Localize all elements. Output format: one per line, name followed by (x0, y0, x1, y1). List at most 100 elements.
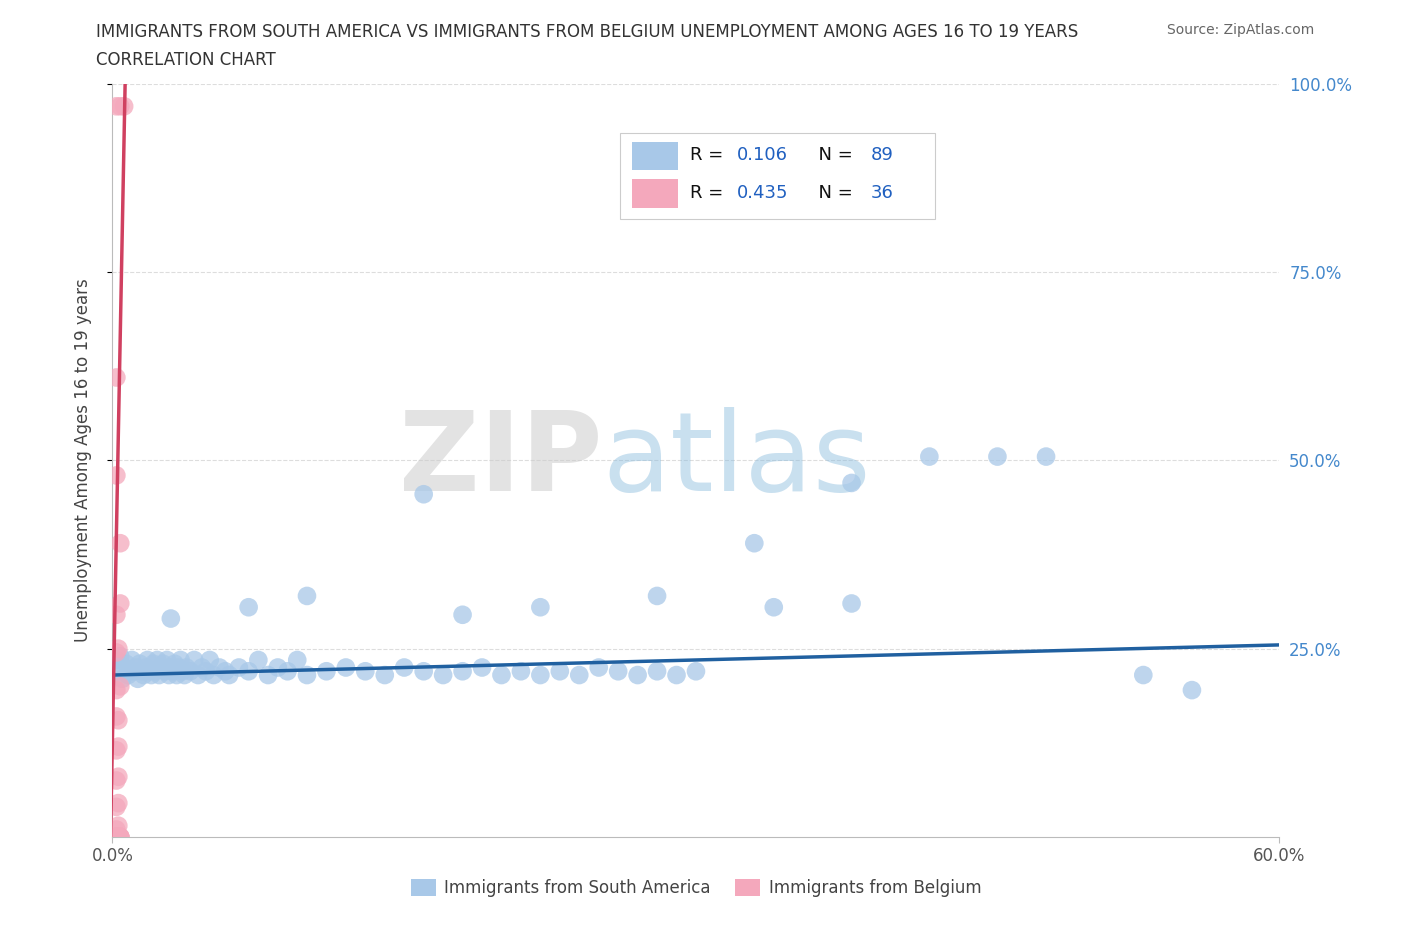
FancyBboxPatch shape (631, 141, 679, 170)
Point (132, 668, 155, 683)
Point (645, 664, 668, 679)
Point (568, 668, 591, 683)
Point (183, 653, 205, 668)
Point (315, 664, 337, 679)
Point (105, 607, 128, 622)
Point (202, 668, 225, 683)
Point (125, 660, 148, 675)
Text: 0.106: 0.106 (737, 146, 787, 165)
Point (148, 668, 170, 683)
Point (135, 660, 157, 675)
Point (163, 657, 186, 671)
Point (156, 653, 179, 668)
Point (267, 660, 290, 675)
Point (118, 664, 141, 679)
Point (150, 660, 173, 675)
Point (432, 668, 454, 683)
Point (105, 830, 128, 844)
Point (105, 830, 128, 844)
Point (214, 664, 236, 679)
Point (685, 664, 707, 679)
Point (105, 773, 128, 788)
Text: 36: 36 (872, 184, 894, 202)
Y-axis label: Unemployment Among Ages 16 to 19 years: Unemployment Among Ages 16 to 19 years (73, 278, 91, 643)
Point (160, 660, 183, 675)
Point (451, 664, 474, 679)
Point (107, 796, 129, 811)
Point (112, 99, 135, 113)
Point (295, 589, 318, 604)
Point (107, 830, 129, 844)
Point (105, 645, 128, 660)
Legend: Immigrants from South America, Immigrants from Belgium: Immigrants from South America, Immigrant… (404, 872, 988, 904)
Point (412, 486, 434, 501)
Point (918, 449, 941, 464)
Point (191, 660, 214, 675)
Point (166, 668, 188, 683)
Point (107, 830, 129, 844)
Point (152, 657, 174, 671)
Point (173, 668, 195, 683)
Point (117, 668, 139, 683)
Point (172, 664, 194, 679)
FancyBboxPatch shape (631, 179, 679, 208)
Point (142, 657, 165, 671)
Point (105, 683, 128, 698)
Point (529, 668, 551, 683)
Point (138, 664, 160, 679)
Point (744, 536, 766, 551)
FancyBboxPatch shape (620, 133, 935, 219)
Text: N =: N = (807, 184, 858, 202)
Point (762, 600, 785, 615)
Point (295, 668, 318, 683)
Point (354, 664, 377, 679)
Point (107, 830, 129, 844)
Point (107, 818, 129, 833)
Point (127, 671, 149, 686)
Point (471, 660, 494, 675)
Point (238, 600, 260, 615)
Point (107, 712, 129, 727)
Point (112, 660, 135, 675)
Point (115, 657, 138, 671)
Point (110, 679, 132, 694)
Point (105, 800, 128, 815)
Point (105, 99, 128, 113)
Point (841, 596, 863, 611)
Point (1132, 668, 1154, 683)
Text: N =: N = (807, 146, 858, 165)
Point (218, 668, 240, 683)
Point (509, 664, 531, 679)
Point (107, 830, 129, 844)
Text: CORRELATION CHART: CORRELATION CHART (96, 51, 276, 69)
Point (105, 830, 128, 844)
Point (665, 668, 688, 683)
Point (111, 671, 134, 686)
Point (986, 449, 1008, 464)
Text: R =: R = (690, 146, 730, 165)
Point (194, 664, 217, 679)
Text: R =: R = (690, 184, 730, 202)
Point (607, 664, 630, 679)
Text: 89: 89 (872, 146, 894, 165)
Point (529, 600, 551, 615)
Point (105, 830, 128, 844)
Point (187, 668, 209, 683)
Point (110, 649, 132, 664)
Point (198, 653, 221, 668)
Point (110, 99, 132, 113)
Point (143, 664, 166, 679)
Point (146, 653, 169, 668)
Point (110, 830, 132, 844)
Point (335, 660, 357, 675)
Point (141, 668, 163, 683)
Point (153, 664, 176, 679)
Point (131, 664, 153, 679)
Point (105, 822, 128, 837)
Point (160, 611, 183, 626)
Point (105, 653, 128, 668)
Point (276, 664, 298, 679)
Point (110, 536, 132, 551)
Point (105, 468, 128, 483)
Point (1035, 449, 1057, 464)
